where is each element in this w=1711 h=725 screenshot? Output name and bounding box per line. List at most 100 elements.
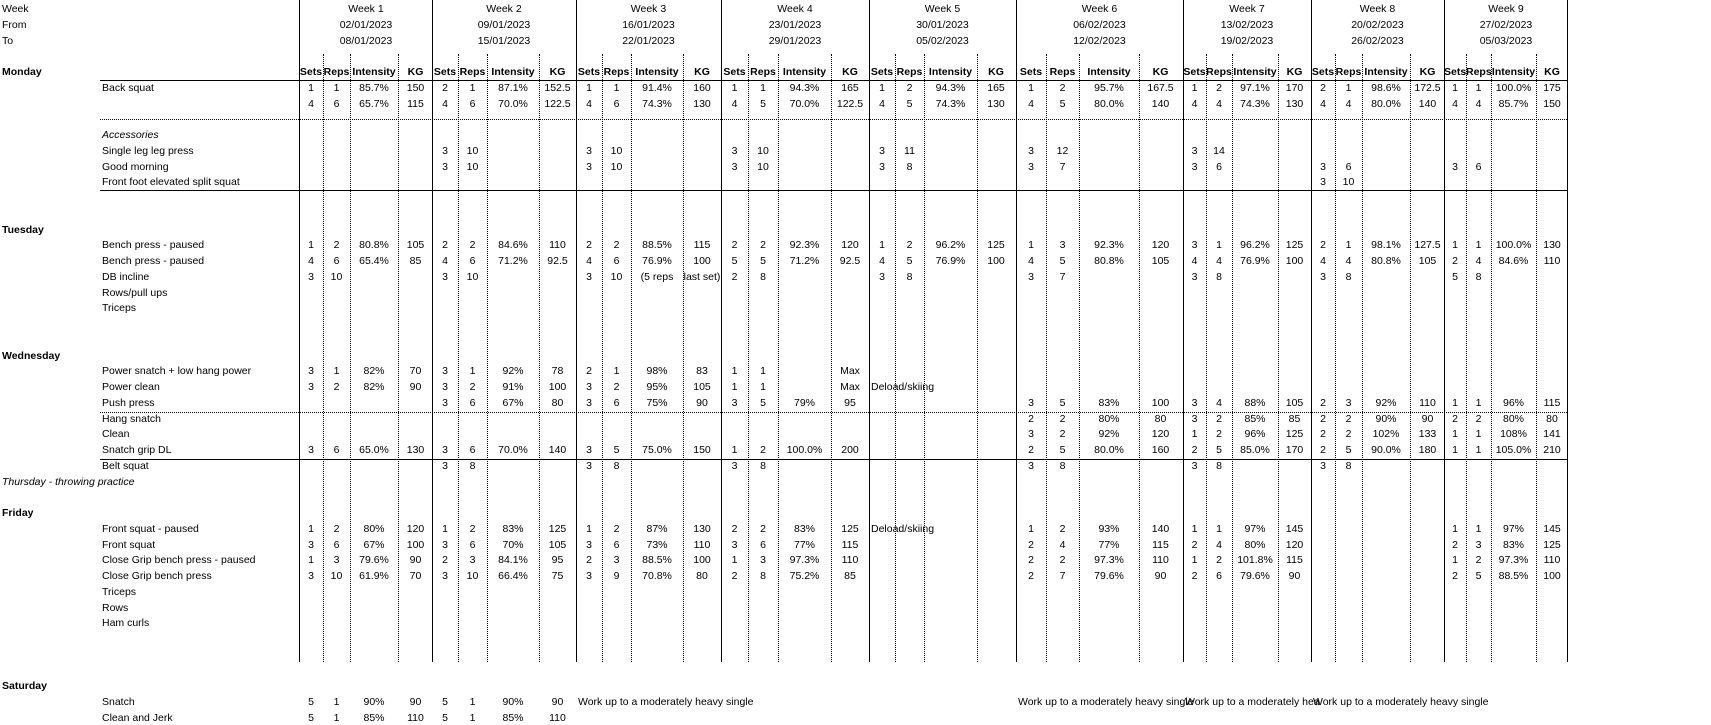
sets-cell: 3: [1028, 270, 1034, 283]
sets-cell: 3: [1028, 428, 1034, 441]
reps-cell: 5: [906, 255, 913, 267]
reps-cell: 5: [1475, 570, 1482, 582]
sets-cell: 3: [442, 270, 448, 283]
sets-cell: 3: [1191, 160, 1198, 173]
reps-cell: 10: [757, 160, 769, 173]
column-header-reps: Reps: [1206, 66, 1232, 78]
kg-cell: 105: [693, 381, 711, 393]
reps-cell: 10: [757, 144, 769, 157]
column-divider: [350, 54, 351, 662]
reps-cell: 8: [1216, 270, 1222, 283]
day-label: Monday: [2, 66, 42, 78]
intensity-cell: 77%: [1098, 538, 1120, 551]
day-label: Friday: [2, 507, 34, 519]
kg-cell: 92.5: [839, 255, 861, 267]
kg-cell: 100: [406, 538, 425, 551]
column-header-sets: Sets: [299, 66, 323, 78]
intensity-cell: 80.0%: [1094, 97, 1124, 110]
reps-cell: 4: [1475, 97, 1482, 110]
column-header-intensity: Intensity: [1087, 66, 1131, 78]
reps-cell: 8: [906, 160, 913, 173]
reps-cell: 10: [330, 570, 343, 582]
intensity-cell: 61.9%: [359, 570, 389, 582]
reps-cell: 6: [333, 444, 340, 456]
column-header-reps: Reps: [323, 66, 350, 78]
exercise-name: Push press: [102, 396, 155, 409]
sets-cell: 4: [1320, 255, 1326, 267]
kg-cell: 80: [1546, 412, 1558, 425]
intensity-cell: 82%: [363, 381, 385, 393]
intensity-cell: 90%: [363, 696, 385, 708]
column-header-sets: Sets: [1019, 66, 1043, 78]
intensity-cell: 71.2%: [789, 255, 820, 267]
sets-cell: 4: [442, 97, 448, 110]
sets-cell: 3: [442, 459, 448, 472]
column-header-intensity: Intensity: [491, 66, 535, 78]
week-to-date: 22/01/2023: [622, 34, 675, 47]
reps-cell: 12: [1056, 144, 1069, 157]
intensity-cell: 84.6%: [1498, 255, 1529, 267]
reps-cell: 3: [1059, 239, 1066, 252]
kg-cell: 110: [549, 711, 566, 724]
reps-cell: 10: [610, 160, 623, 173]
reps-cell: 1: [760, 381, 766, 393]
column-divider: [487, 54, 488, 662]
reps-cell: 5: [1216, 444, 1222, 456]
intensity-cell: 96%: [1244, 428, 1266, 441]
reps-cell: 6: [469, 255, 476, 267]
reps-cell: 5: [760, 255, 766, 267]
sets-cell: 3: [879, 144, 885, 157]
intensity-cell: 98%: [646, 365, 668, 378]
sets-cell: 4: [1191, 255, 1198, 267]
kg-cell: 170: [1285, 81, 1304, 94]
column-header-kg: KG: [988, 66, 1004, 78]
intensity-cell: 98.1%: [1371, 239, 1401, 252]
column-divider: [1079, 54, 1080, 662]
week-from-date: 30/01/2023: [916, 18, 969, 31]
reps-cell: 6: [333, 538, 340, 551]
exercise-name: Power clean: [102, 381, 160, 393]
row-rule: [100, 190, 1567, 191]
week-to-date: 19/02/2023: [1220, 34, 1274, 47]
exercise-name: Snatch: [102, 696, 135, 708]
sets-cell: 3: [586, 396, 592, 409]
kg-cell: 80: [696, 570, 708, 582]
week-divider: [1444, 0, 1445, 662]
kg-cell: 120: [841, 239, 859, 252]
intensity-cell: 97.3%: [1094, 554, 1124, 567]
note-text: Work up to a moderately heavy single: [578, 696, 754, 708]
sets-cell: 3: [308, 381, 314, 393]
week-to-date: 26/02/2023: [1351, 34, 1404, 47]
intensity-cell: 83%: [1502, 538, 1524, 551]
sets-cell: 1: [586, 81, 592, 94]
week-title: Week 3: [630, 3, 667, 15]
kg-cell: 175: [1543, 81, 1561, 94]
intensity-cell: 96.2%: [935, 239, 966, 252]
reps-cell: 2: [1059, 412, 1066, 425]
sets-cell: 1: [308, 239, 314, 252]
reps-cell: 2: [760, 522, 766, 535]
reps-cell: 1: [1345, 81, 1352, 94]
sets-cell: 3: [442, 144, 448, 157]
sets-cell: 3: [1028, 396, 1034, 409]
reps-cell: 5: [760, 97, 766, 110]
sets-cell: 3: [586, 270, 592, 283]
week-label: Week: [2, 3, 29, 15]
intensity-cell: 73%: [646, 538, 668, 551]
kg-cell: 200: [841, 444, 859, 456]
kg-cell: 115: [841, 538, 859, 551]
day-label: Thursday - throwing practice: [2, 475, 135, 488]
column-divider: [1410, 54, 1411, 662]
sets-cell: 2: [1028, 444, 1034, 456]
week-from-date: 06/02/2023: [1073, 18, 1126, 31]
reps-cell: 8: [760, 270, 766, 283]
sets-cell: 3: [1191, 459, 1198, 472]
intensity-cell: 74.3%: [1240, 97, 1270, 110]
reps-cell: 1: [333, 365, 340, 378]
reps-cell: 10: [466, 270, 479, 283]
kg-cell: 110: [1152, 554, 1169, 567]
column-divider: [831, 54, 832, 662]
reps-cell: 1: [760, 365, 766, 378]
kg-cell: 78: [551, 365, 564, 378]
intensity-cell: 75.0%: [642, 444, 672, 456]
